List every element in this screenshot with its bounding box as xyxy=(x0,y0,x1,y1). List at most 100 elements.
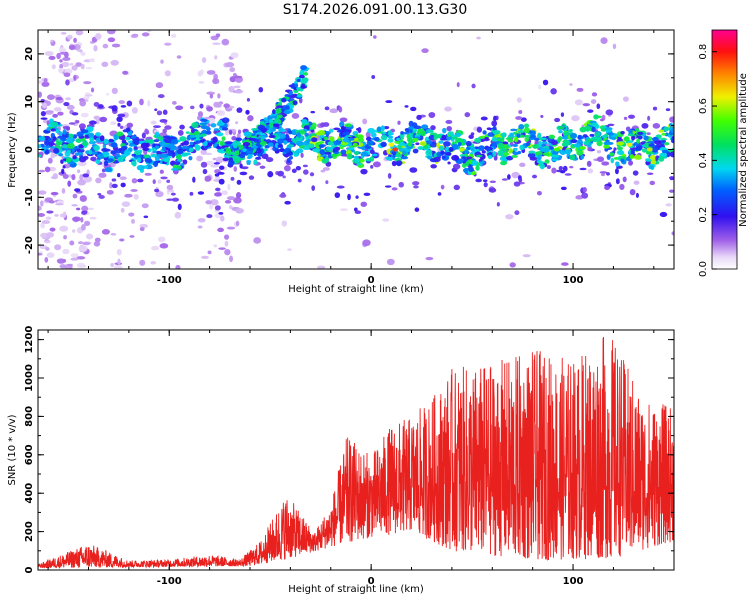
x-tick-label: -100 xyxy=(157,275,182,286)
spectrogram-cell xyxy=(274,118,281,123)
spectrogram-cell xyxy=(583,140,590,146)
spectrogram-cell xyxy=(111,43,121,48)
spectrogram-cell xyxy=(635,144,643,151)
spectrogram-cell xyxy=(231,136,237,141)
spectrogram-cell xyxy=(648,164,654,170)
spectrogram-cell xyxy=(590,99,597,104)
spectrogram-cell xyxy=(214,55,218,60)
spectrogram-cell xyxy=(586,138,594,142)
spectrogram-cell xyxy=(90,151,98,155)
spectrogram-cell xyxy=(199,139,205,143)
spectrogram-cell xyxy=(344,123,353,128)
spectrogram-cell xyxy=(267,171,274,178)
colorbar-tick-label: 0.8 xyxy=(698,44,709,60)
spectrogram-cell xyxy=(226,196,236,201)
spectrogram-cell xyxy=(354,134,359,138)
spectrogram-cell xyxy=(560,186,567,191)
spectrogram-cell xyxy=(194,134,203,138)
spectrogram-cell xyxy=(380,141,387,148)
x-tick-label: 100 xyxy=(563,576,584,587)
spectrogram-cell xyxy=(651,137,659,142)
spectrogram-cell xyxy=(139,259,146,266)
spectrogram-cell xyxy=(384,185,392,188)
spectrogram-cell xyxy=(596,149,602,154)
spectrogram-cell xyxy=(446,125,452,132)
spectrogram-cell xyxy=(616,146,623,151)
spectrogram-cell xyxy=(154,188,160,193)
spectrogram-cell xyxy=(409,167,418,173)
spectrogram-cell xyxy=(476,36,481,40)
spectrogram-cell xyxy=(69,240,75,246)
spectrogram-cell xyxy=(587,109,594,113)
spectrogram-cell xyxy=(104,167,113,173)
spectrogram-cell xyxy=(223,103,230,108)
spectrogram-cell xyxy=(67,180,72,187)
spectrogram-cell xyxy=(85,66,93,70)
spectrogram-cell xyxy=(570,139,578,144)
spectrogram-cell xyxy=(214,176,221,179)
spectrogram-cell xyxy=(302,164,308,168)
spectrogram-cell xyxy=(371,75,376,80)
spectrogram-cell xyxy=(76,131,84,137)
spectrogram-cell xyxy=(512,143,519,147)
spectrogram-cell xyxy=(613,147,617,151)
spectrogram-cell xyxy=(71,112,79,116)
spectrogram-cell xyxy=(569,165,574,169)
spectrogram-cell xyxy=(67,34,73,40)
spectrogram-cell xyxy=(106,92,110,96)
spectrogram-cell xyxy=(518,110,523,114)
spectrogram-cell xyxy=(245,109,250,115)
spectrogram-cell xyxy=(600,37,608,44)
spectrogram-cell xyxy=(54,213,59,217)
spectrogram-cell xyxy=(324,156,330,163)
spectrogram-cell xyxy=(113,134,118,140)
spectrogram-cell xyxy=(82,241,91,246)
spectrogram-cell xyxy=(46,127,51,131)
spectrogram-cell xyxy=(448,146,454,153)
spectrogram-cell xyxy=(652,106,658,111)
spectrogram-cell xyxy=(38,213,46,217)
spectrogram-cell xyxy=(93,44,98,52)
spectrogram-cell xyxy=(110,59,119,66)
spectrogram-cell xyxy=(242,142,251,147)
spectrogram-cell xyxy=(661,132,667,136)
spectrogram-cell xyxy=(234,75,243,79)
spectrogram-cell xyxy=(159,243,169,249)
spectrogram-cell xyxy=(340,149,347,155)
spectrogram-cell xyxy=(84,220,91,227)
spectrogram-cell xyxy=(334,192,341,199)
spectrogram-cell xyxy=(629,188,636,196)
spectrogram-cell xyxy=(531,130,536,136)
spectrogram-cell xyxy=(44,149,50,155)
spectrogram-cell xyxy=(540,114,544,118)
spectrogram-cell xyxy=(397,120,401,125)
spectrogram-cell xyxy=(236,179,242,185)
spectrogram-cell xyxy=(55,202,64,206)
spectrogram-cell xyxy=(436,142,440,148)
spectrogram-cell xyxy=(52,113,58,118)
spectrogram-cell xyxy=(48,200,55,204)
spectrogram-cell xyxy=(65,79,70,86)
spectrogram-cell xyxy=(235,137,243,142)
x-tick-label: 0 xyxy=(368,275,375,286)
spectrogram-cell xyxy=(38,169,46,173)
spectrogram-cell xyxy=(441,155,446,159)
spectrogram-cell xyxy=(500,133,506,138)
spectrogram-cell xyxy=(546,165,552,170)
spectrogram-cell xyxy=(636,138,640,144)
spectrogram-cell xyxy=(176,55,182,59)
snr-panel: -100 0 100 0 200 400 600 800 1000 1200 Height of… xyxy=(7,326,675,595)
spectrogram-cell xyxy=(554,117,561,123)
spectrogram-cell xyxy=(360,168,368,175)
spectrogram-cell xyxy=(106,30,116,35)
spectrogram-cell xyxy=(281,97,287,103)
spectrogram-cell xyxy=(369,149,375,154)
spectrogram-cell xyxy=(369,156,375,162)
spectrogram-cell xyxy=(291,138,296,142)
snr-frame xyxy=(37,329,675,571)
spectrogram-cell xyxy=(382,218,390,222)
spectrogram-cell xyxy=(399,132,405,139)
spectrogram-cell xyxy=(284,148,291,153)
spectrogram-cell xyxy=(111,87,118,95)
